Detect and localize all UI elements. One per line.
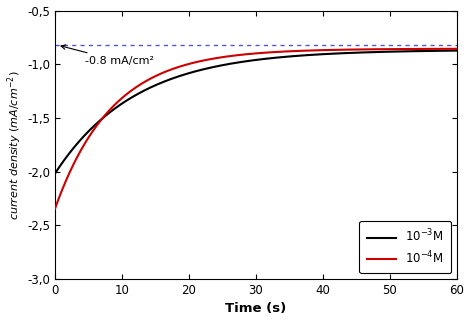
Text: -0.8 mA/cm²: -0.8 mA/cm²	[61, 45, 154, 66]
$10^{-3}$M	[98, 118, 103, 122]
$10^{-3}$M	[446, 49, 452, 53]
$10^{-3}$M	[224, 63, 229, 66]
$10^{-3}$M	[454, 49, 460, 53]
$10^{-4}$M	[98, 118, 103, 122]
$10^{-4}$M	[403, 47, 408, 51]
Line: $10^{-3}$M: $10^{-3}$M	[55, 51, 457, 174]
$10^{-4}$M	[52, 207, 58, 211]
Line: $10^{-4}$M: $10^{-4}$M	[55, 49, 457, 209]
$10^{-3}$M	[122, 100, 127, 104]
Legend: $10^{-3}$M, $10^{-4}$M: $10^{-3}$M, $10^{-4}$M	[360, 221, 451, 273]
$10^{-4}$M	[206, 57, 212, 61]
$10^{-3}$M	[52, 172, 58, 176]
$10^{-3}$M	[403, 49, 408, 53]
$10^{-4}$M	[454, 47, 460, 51]
$10^{-4}$M	[122, 94, 127, 98]
$10^{-3}$M	[206, 66, 212, 70]
X-axis label: Time (s): Time (s)	[225, 302, 287, 316]
$10^{-4}$M	[224, 55, 229, 58]
Y-axis label: current density $(mA/cm^{-2})$: current density $(mA/cm^{-2})$	[6, 70, 24, 220]
$10^{-4}$M	[446, 47, 452, 51]
